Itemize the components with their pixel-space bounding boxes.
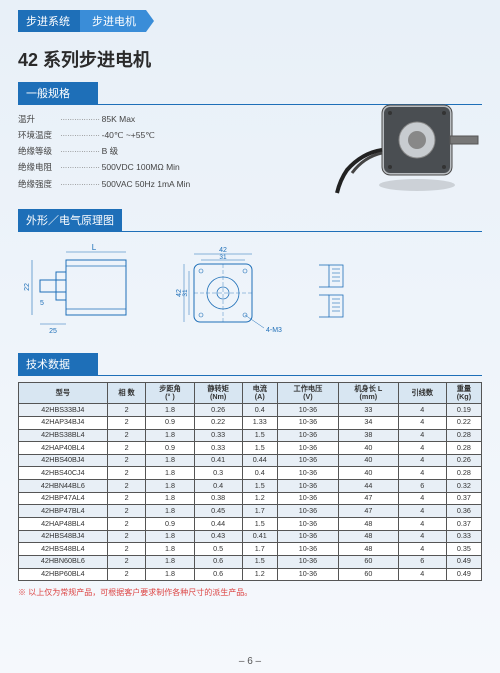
table-header: 静转矩(Nm) [194, 383, 242, 404]
svg-text:5: 5 [40, 300, 44, 307]
svg-text:31: 31 [182, 289, 189, 297]
chevron-icon [146, 10, 154, 32]
table-header: 机身长 L(mm) [338, 383, 398, 404]
page-number: – 6 – [0, 656, 500, 667]
table-header: 工作电压(V) [277, 383, 338, 404]
spec-value: -40℃ ~+55℃ [102, 127, 155, 143]
spec-label: 环境温度 [18, 127, 60, 143]
spec-value: 500VDC 100MΩ Min [102, 159, 180, 175]
table-row: 42HBP47BL421.80.451.710-364740.36 [19, 505, 482, 518]
side-view-diagram: L 22 5 25 [18, 242, 148, 337]
spec-table: 型号相 数步距角(° )静转矩(Nm)电流(A)工作电压(V)机身长 L(mm)… [18, 382, 482, 581]
specs-area: 温升·················85K Max环境温度··········… [18, 111, 482, 201]
table-row: 42HBN60BL621.80.61.510-366060.49 [19, 555, 482, 568]
svg-text:42: 42 [219, 247, 227, 254]
section-data-header: 技术数据 [18, 353, 98, 375]
motor-illustration [332, 85, 482, 200]
front-view-diagram: 42 31 42 31 4-M3 [166, 242, 286, 337]
table-header: 型号 [19, 383, 108, 404]
table-header: 电流(A) [242, 383, 277, 404]
table-row: 42HAP48BL420.90.441.510-364840.37 [19, 518, 482, 531]
svg-text:22: 22 [24, 283, 31, 291]
footnote: ※ 以上仅为常规产品，可根据客户要求制作各种尺寸的派生产品。 [18, 587, 482, 598]
diagram-area: L 22 5 25 42 31 42 31 4-M3 [18, 238, 482, 341]
table-row: 42HBS48BL421.80.51.710-364840.35 [19, 543, 482, 556]
spec-label: 绝缘电阻 [18, 159, 60, 175]
svg-text:4-M3: 4-M3 [266, 327, 282, 334]
table-row: 42HBS38BL421.80.331.510-363840.28 [19, 429, 482, 442]
table-row: 42HBP60BL421.80.61.210-366040.49 [19, 568, 482, 581]
table-header: 引线数 [398, 383, 446, 404]
table-header: 相 数 [107, 383, 146, 404]
spec-value: 500VAC 50Hz 1mA Min [102, 176, 191, 192]
table-row: 42HBS48BJ421.80.430.4110-364840.33 [19, 530, 482, 543]
svg-text:L: L [92, 243, 97, 252]
spec-value: B 级 [102, 143, 119, 159]
spec-label: 绝缘等级 [18, 143, 60, 159]
table-row: 42HBS40BJ421.80.410.4410-364040.26 [19, 454, 482, 467]
svg-text:31: 31 [219, 254, 227, 261]
breadcrumb-item-motor: 步进电机 [78, 10, 146, 32]
spec-label: 温升 [18, 111, 60, 127]
table-row: 42HBS33BJ421.80.260.410-363340.19 [19, 404, 482, 417]
table-header: 步距角(° ) [146, 383, 194, 404]
section-general-header: 一般规格 [18, 82, 98, 104]
spec-value: 85K Max [102, 111, 136, 127]
svg-text:25: 25 [49, 328, 57, 335]
breadcrumb: 步进系统 步进电机 [18, 10, 482, 32]
table-row: 42HAP40BL420.90.331.510-364040.28 [19, 442, 482, 455]
wiring-diagram [304, 255, 374, 325]
page-title: 42 系列步进电机 [18, 46, 482, 72]
section-diagram-header: 外形／电气原理图 [18, 209, 122, 231]
breadcrumb-item-system: 步进系统 [18, 10, 80, 32]
table-row: 42HBP47AL421.80.381.210-364740.37 [19, 492, 482, 505]
table-row: 42HBS40CJ421.80.30.410-364040.28 [19, 467, 482, 480]
table-row: 42HAP34BJ420.90.221.3310-363440.22 [19, 416, 482, 429]
table-header: 重量(Kg) [446, 383, 481, 404]
table-row: 42HBN44BL621.80.41.510-364460.32 [19, 480, 482, 493]
spec-label: 绝缘强度 [18, 176, 60, 192]
